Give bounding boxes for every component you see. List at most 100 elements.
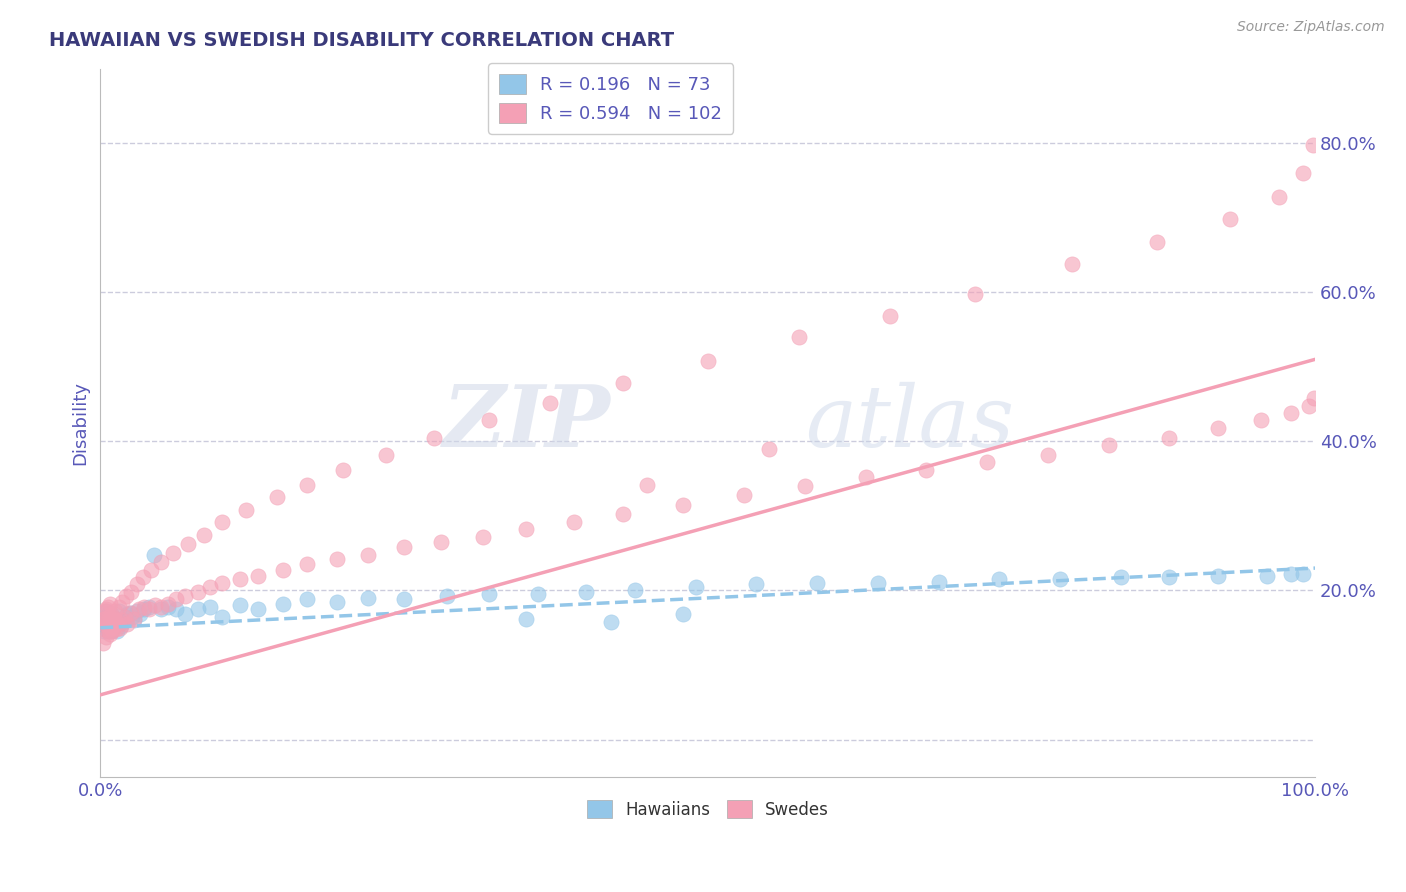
Y-axis label: Disability: Disability xyxy=(72,381,89,465)
Point xyxy=(988,572,1011,586)
Point xyxy=(105,624,128,639)
Point xyxy=(1292,567,1315,582)
Point xyxy=(211,609,233,624)
Point xyxy=(157,599,180,614)
Point xyxy=(111,613,134,627)
Point xyxy=(105,622,128,636)
Point xyxy=(121,609,143,624)
Point xyxy=(118,606,141,620)
Point xyxy=(787,330,810,344)
Point xyxy=(356,591,378,605)
Point xyxy=(132,599,155,614)
Point xyxy=(104,604,127,618)
Point xyxy=(162,546,184,560)
Point xyxy=(96,604,118,618)
Point xyxy=(1302,137,1324,152)
Point xyxy=(115,617,138,632)
Point xyxy=(132,602,155,616)
Point xyxy=(120,585,142,599)
Point xyxy=(107,615,129,629)
Point xyxy=(1206,421,1229,435)
Point xyxy=(97,607,120,622)
Point xyxy=(107,604,129,618)
Point xyxy=(229,572,252,586)
Point xyxy=(93,612,115,626)
Point xyxy=(124,612,146,626)
Text: ZIP: ZIP xyxy=(443,381,610,465)
Point xyxy=(138,599,160,614)
Point xyxy=(125,577,148,591)
Point xyxy=(150,555,173,569)
Point xyxy=(332,463,354,477)
Point xyxy=(105,617,128,632)
Point xyxy=(612,508,634,522)
Point xyxy=(963,286,986,301)
Point xyxy=(111,612,134,626)
Point xyxy=(1206,568,1229,582)
Point xyxy=(93,609,115,624)
Point xyxy=(101,622,124,636)
Point xyxy=(94,604,117,618)
Point xyxy=(96,602,118,616)
Point xyxy=(150,599,173,614)
Point xyxy=(174,607,197,622)
Point xyxy=(100,622,122,636)
Point xyxy=(745,577,768,591)
Point xyxy=(186,585,208,599)
Point xyxy=(142,548,165,562)
Point xyxy=(976,455,998,469)
Point xyxy=(193,527,215,541)
Point xyxy=(855,470,877,484)
Point xyxy=(128,602,150,616)
Point xyxy=(111,594,134,608)
Point xyxy=(672,607,695,622)
Point xyxy=(97,599,120,614)
Point xyxy=(575,585,598,599)
Point xyxy=(1298,399,1320,413)
Point xyxy=(105,617,128,632)
Point xyxy=(115,613,138,627)
Point xyxy=(295,592,318,607)
Point xyxy=(94,617,117,632)
Point xyxy=(97,624,120,639)
Text: atlas: atlas xyxy=(806,382,1014,464)
Point xyxy=(423,431,446,445)
Point xyxy=(97,624,120,639)
Point xyxy=(98,626,121,640)
Point xyxy=(104,613,127,627)
Point xyxy=(101,612,124,626)
Point xyxy=(866,576,889,591)
Point xyxy=(672,498,695,512)
Point xyxy=(429,535,451,549)
Point xyxy=(138,602,160,616)
Point xyxy=(165,592,187,607)
Legend: Hawaiians, Swedes: Hawaiians, Swedes xyxy=(581,793,835,825)
Point xyxy=(356,548,378,562)
Point xyxy=(562,515,585,529)
Point xyxy=(266,490,288,504)
Point xyxy=(198,599,221,614)
Point xyxy=(101,609,124,624)
Point xyxy=(100,607,122,622)
Point xyxy=(1159,570,1181,584)
Point xyxy=(526,587,548,601)
Point xyxy=(150,602,173,616)
Point xyxy=(125,604,148,618)
Point xyxy=(612,376,634,391)
Point xyxy=(108,621,131,635)
Point xyxy=(141,563,163,577)
Point xyxy=(93,624,115,639)
Point xyxy=(229,599,252,613)
Point xyxy=(636,477,658,491)
Point xyxy=(1036,448,1059,462)
Point xyxy=(100,624,122,639)
Text: HAWAIIAN VS SWEDISH DISABILITY CORRELATION CHART: HAWAIIAN VS SWEDISH DISABILITY CORRELATI… xyxy=(49,31,675,50)
Point xyxy=(271,597,294,611)
Point xyxy=(326,594,349,608)
Point xyxy=(392,540,415,554)
Point xyxy=(733,488,755,502)
Point xyxy=(110,619,132,633)
Point xyxy=(538,395,561,409)
Point xyxy=(96,630,118,644)
Point xyxy=(915,463,938,477)
